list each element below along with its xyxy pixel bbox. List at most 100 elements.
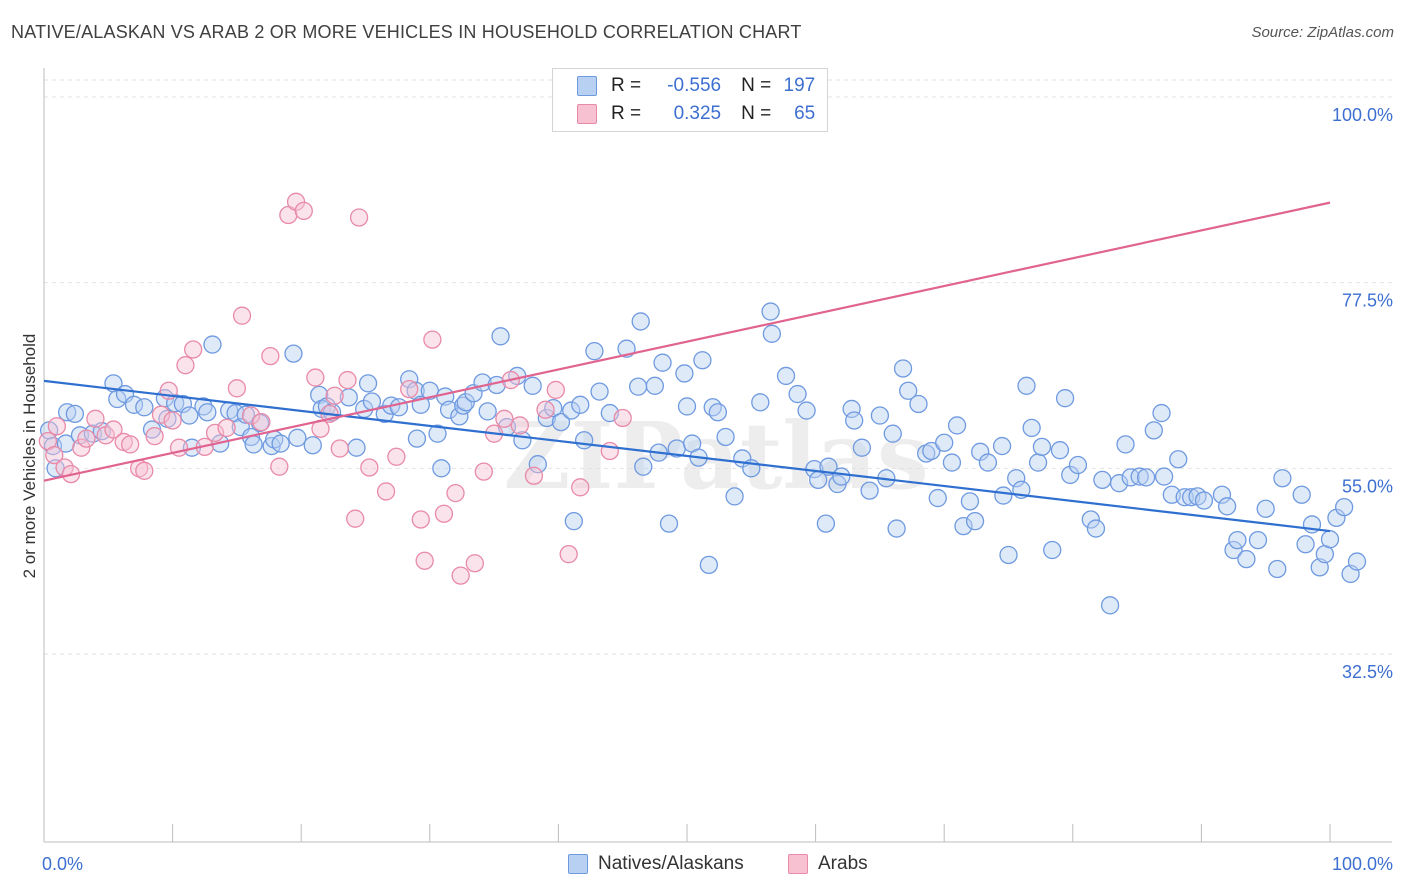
- native-point: [883, 424, 902, 443]
- native-point: [1228, 530, 1247, 550]
- legend-swatch-arabs: [577, 104, 597, 124]
- native-point: [551, 412, 571, 432]
- arab-point: [217, 418, 236, 438]
- native-point: [564, 511, 583, 531]
- arab-point: [360, 458, 379, 477]
- arab-point: [151, 405, 171, 424]
- native-point: [284, 344, 303, 363]
- arab-point: [338, 370, 357, 390]
- native-point: [180, 406, 199, 425]
- native-point: [947, 416, 967, 435]
- native-point: [628, 377, 648, 396]
- native-point: [1224, 540, 1243, 560]
- native-point: [1175, 488, 1194, 507]
- native-point: [716, 427, 735, 447]
- native-point: [1152, 403, 1171, 423]
- native-point: [491, 327, 510, 346]
- bottom-legend-arabs: Arabs: [788, 852, 868, 876]
- arab-point: [495, 409, 514, 428]
- native-point: [198, 403, 217, 422]
- legend-swatch-natives: [577, 76, 597, 96]
- native-point: [842, 399, 861, 419]
- arab-point: [135, 461, 154, 480]
- native-point: [994, 486, 1013, 505]
- arab-point: [121, 435, 140, 454]
- arab-trend-line: [43, 201, 1331, 482]
- arab-point: [104, 420, 123, 439]
- native-trend-line: [43, 379, 1331, 533]
- chart-title: NATIVE/ALASKAN VS ARAB 2 OR MORE VEHICLE…: [11, 22, 802, 42]
- native-point: [797, 401, 816, 420]
- native-point: [571, 395, 590, 414]
- native-point: [708, 403, 728, 422]
- native-point: [942, 453, 962, 472]
- native-point: [454, 396, 473, 415]
- native-point: [776, 366, 796, 386]
- legend-n-value: 197: [783, 75, 816, 96]
- native-point: [928, 488, 947, 508]
- y-tick-label: 55.0%: [1342, 476, 1393, 496]
- native-point: [1093, 470, 1112, 490]
- arab-point: [510, 416, 529, 435]
- arab-point: [376, 482, 396, 501]
- arab-point: [47, 417, 67, 436]
- native-point: [1273, 469, 1292, 488]
- native-point: [935, 433, 954, 452]
- native-point: [645, 376, 664, 395]
- native-point: [432, 459, 451, 478]
- native-point: [1320, 530, 1340, 549]
- native-point: [659, 514, 679, 533]
- native-point: [478, 402, 497, 421]
- native-point: [762, 324, 782, 343]
- native-point: [1081, 510, 1100, 529]
- bottom-legend-natives: Natives/Alaskans: [568, 852, 744, 876]
- native-point: [1136, 468, 1156, 487]
- native-point: [1086, 519, 1106, 538]
- arab-point: [330, 439, 349, 458]
- arab-point: [241, 406, 261, 425]
- legend-row-arabs: R = 0.325 N = 65: [577, 101, 815, 127]
- arab-point: [446, 483, 465, 503]
- arab-point: [270, 457, 289, 476]
- native-point: [870, 406, 890, 425]
- legend-n-label: N =: [741, 75, 772, 96]
- native-point: [788, 384, 807, 404]
- native-point: [574, 431, 594, 450]
- arab-point: [613, 408, 632, 428]
- native-point: [271, 434, 290, 453]
- native-point: [1347, 552, 1367, 571]
- native-point: [428, 424, 447, 443]
- legend-r-label: R =: [611, 103, 642, 124]
- native-point: [1154, 467, 1174, 486]
- native-point: [439, 400, 459, 419]
- native-point: [893, 359, 913, 378]
- arab-point: [465, 554, 484, 573]
- native-point: [1296, 535, 1315, 554]
- arab-point: [571, 478, 590, 497]
- native-point: [832, 467, 851, 486]
- native-point: [1212, 485, 1232, 504]
- arab-point: [294, 201, 313, 221]
- native-point: [523, 376, 542, 395]
- native-point: [1169, 450, 1188, 469]
- arab-point: [474, 462, 493, 481]
- native-point: [562, 401, 581, 420]
- native-point: [1144, 421, 1163, 440]
- native-point: [389, 398, 409, 417]
- native-point: [236, 405, 256, 424]
- arab-point: [306, 368, 325, 387]
- native-point: [860, 481, 879, 500]
- native-point: [693, 351, 712, 370]
- bottom-legend-label-natives: Natives/Alaskans: [598, 853, 744, 874]
- native-point: [677, 397, 697, 416]
- native-point: [585, 342, 604, 361]
- arab-point: [86, 409, 105, 428]
- x-tick-label: 100.0%: [1332, 854, 1393, 874]
- legend-r-value: 0.325: [673, 103, 722, 124]
- native-point: [1017, 376, 1036, 395]
- native-point: [400, 370, 419, 389]
- legend-row-natives: R = -0.556 N = 197: [577, 73, 815, 99]
- arab-point: [184, 340, 203, 359]
- arab-point: [176, 356, 195, 375]
